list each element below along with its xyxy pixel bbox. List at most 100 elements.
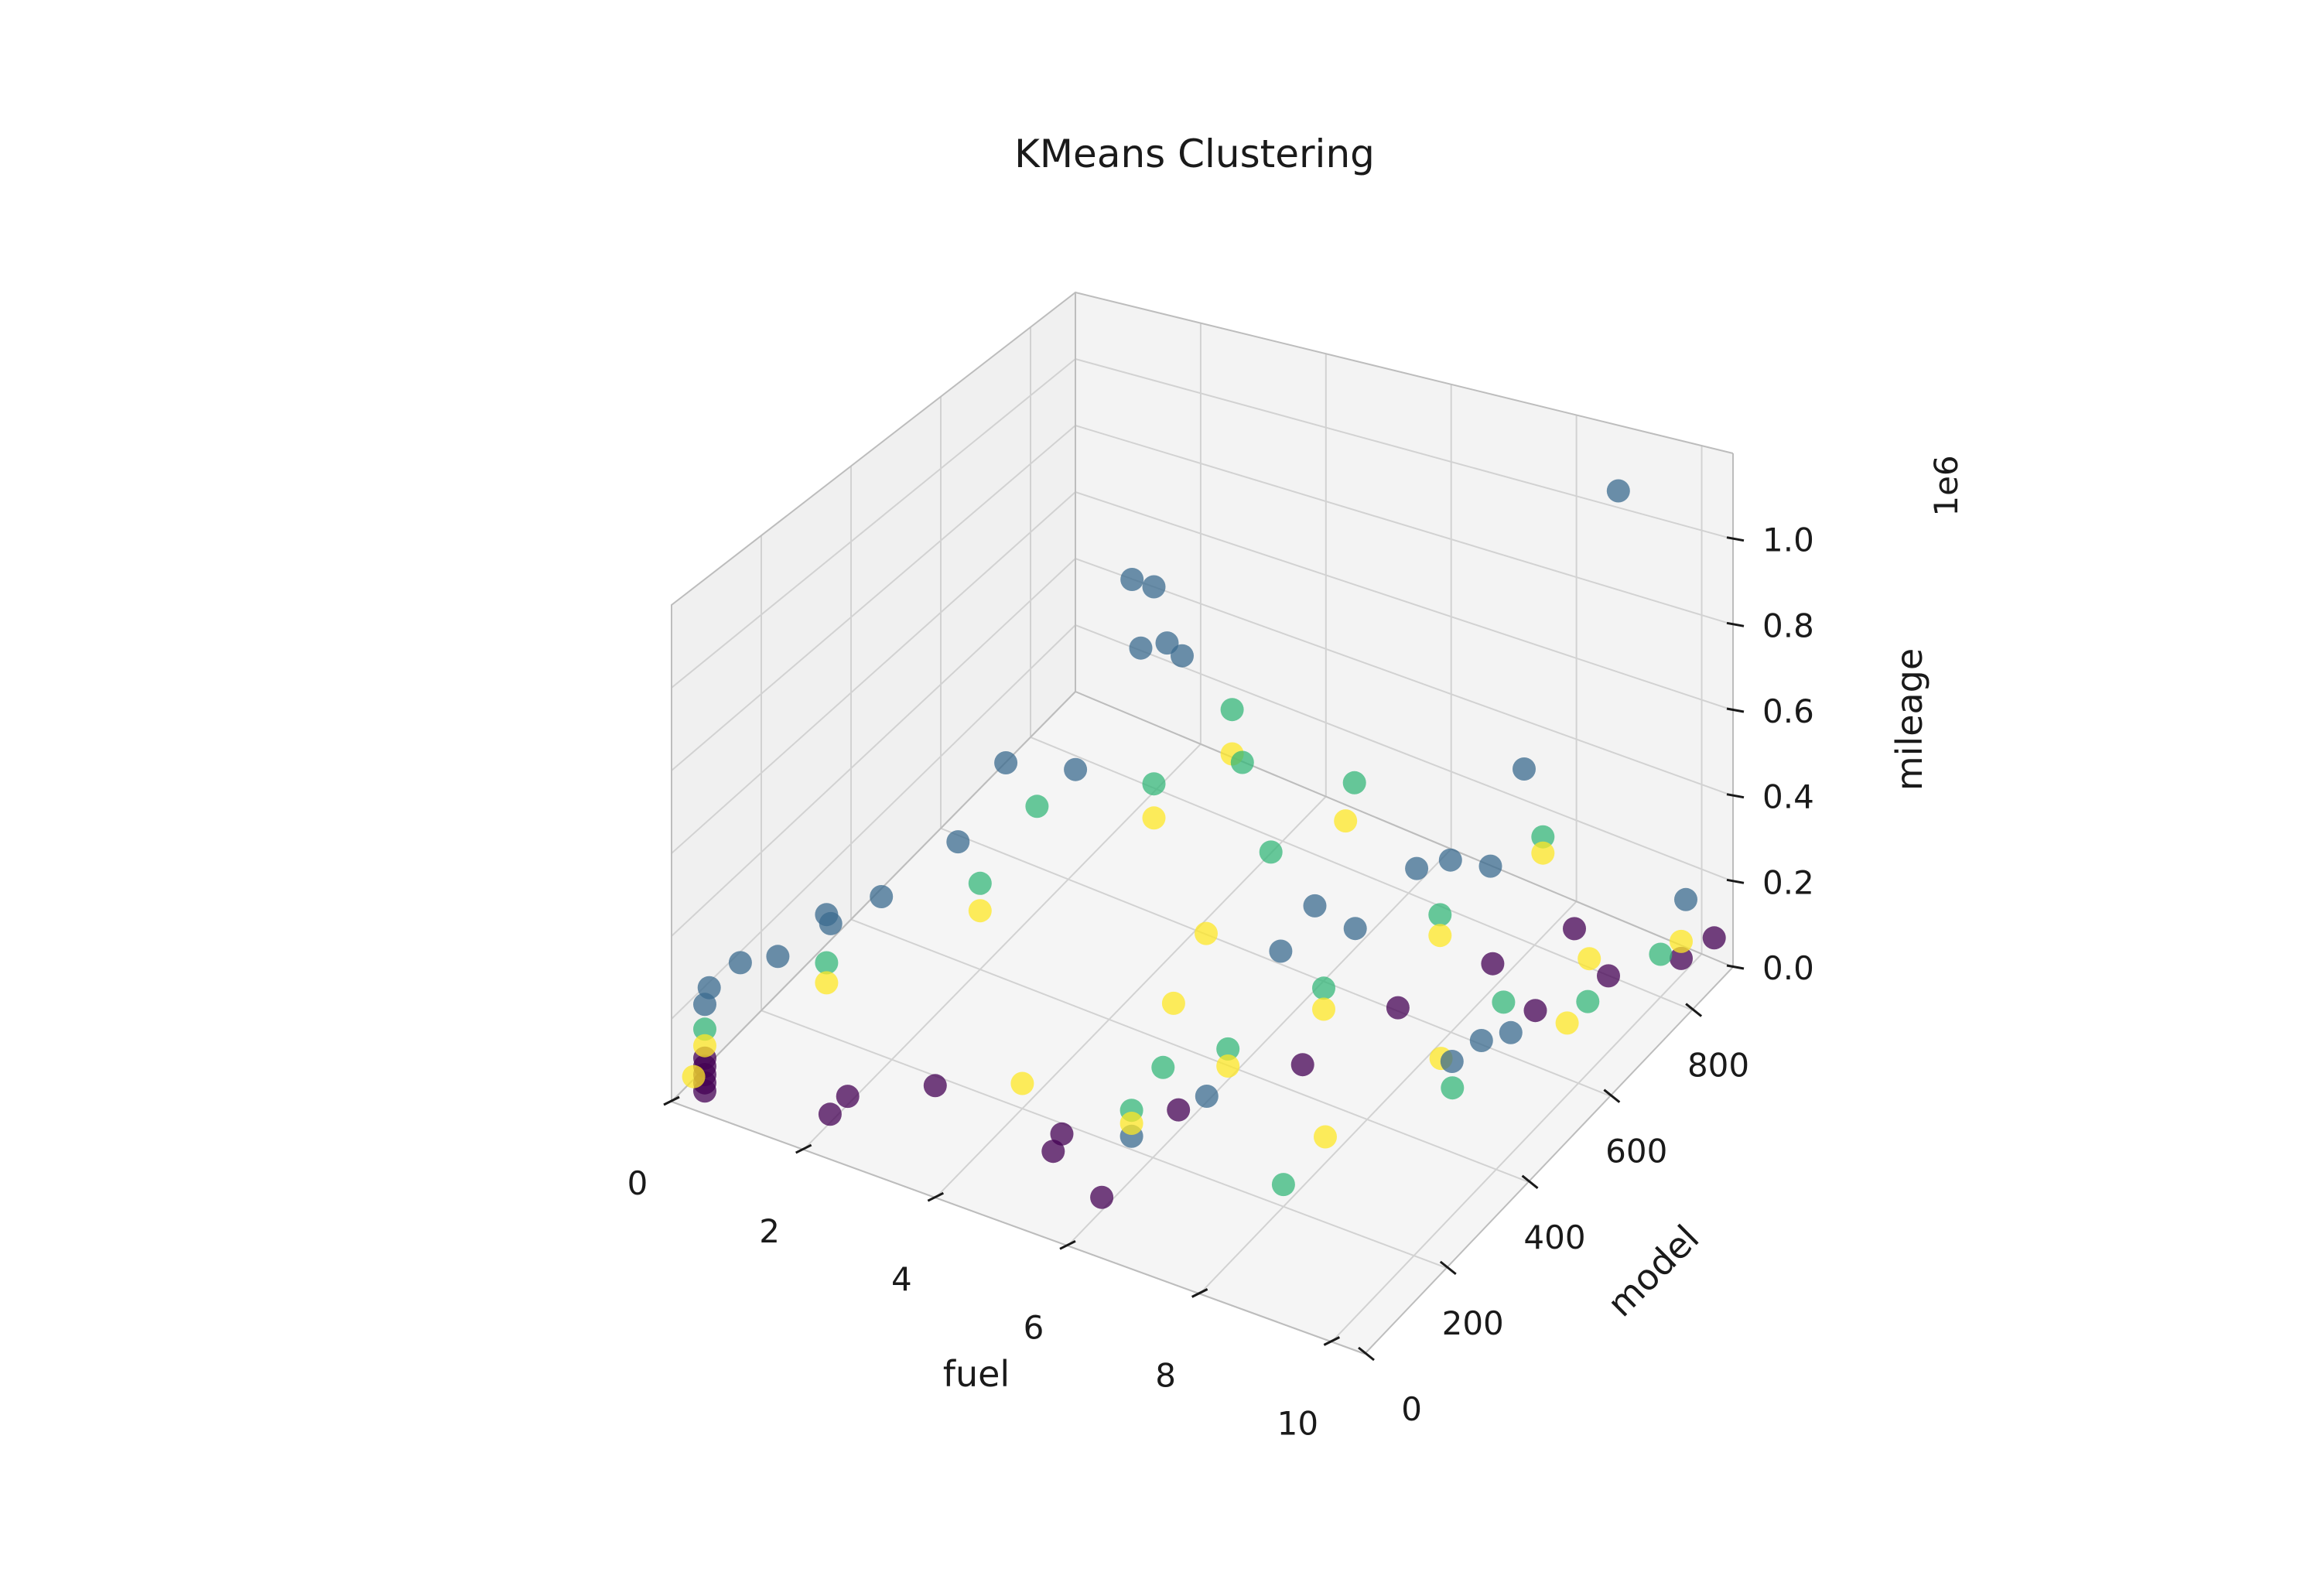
x-tick	[1323, 1336, 1341, 1346]
data-point	[1216, 1054, 1240, 1078]
data-point	[1195, 921, 1218, 945]
data-point	[1578, 947, 1601, 971]
data-point	[1230, 750, 1254, 774]
data-point	[1025, 795, 1049, 819]
data-point	[1119, 1112, 1143, 1135]
y-tick	[1685, 1003, 1703, 1017]
data-point	[1563, 917, 1586, 941]
data-point	[1492, 990, 1516, 1014]
data-point	[1481, 952, 1505, 976]
data-point	[1271, 1173, 1295, 1197]
y-tick-label: 200	[1442, 1304, 1504, 1342]
data-point	[766, 945, 790, 969]
y-tick-label: 800	[1687, 1047, 1749, 1085]
data-point	[1670, 929, 1693, 953]
grid-line	[671, 358, 1076, 689]
data-point	[818, 1102, 842, 1126]
data-point	[968, 871, 992, 895]
data-point	[1649, 942, 1673, 966]
grid-line	[1075, 425, 1734, 626]
data-point	[1129, 636, 1153, 660]
chart-title: KMeans Clustering	[1014, 132, 1375, 176]
data-point	[1312, 997, 1335, 1021]
z-tick	[1726, 621, 1745, 627]
data-point	[1441, 1076, 1465, 1100]
grid-line	[1331, 953, 1703, 1343]
z-tick	[1726, 793, 1745, 799]
data-point	[994, 751, 1018, 774]
data-point	[1670, 946, 1693, 970]
grid-line	[1075, 358, 1734, 540]
z-tick-label: 0.6	[1762, 692, 1814, 730]
grid-line	[940, 827, 1611, 1097]
data-point	[682, 1065, 706, 1088]
data-point	[1142, 772, 1166, 796]
data-point	[1702, 926, 1726, 950]
data-point	[1090, 1185, 1114, 1209]
axes-panes	[672, 292, 1733, 1354]
x-axis-label: fuel	[943, 1353, 1010, 1395]
grid-line	[935, 795, 1327, 1198]
x-tick	[1059, 1239, 1076, 1250]
data-point	[946, 830, 970, 854]
x-tick-label: 0	[627, 1164, 648, 1202]
tick-marks	[663, 536, 1745, 1362]
data-point	[1405, 856, 1429, 880]
z-tick	[1726, 964, 1745, 970]
y-axis-line	[1364, 966, 1734, 1355]
data-point	[1171, 644, 1194, 668]
grid-line	[850, 918, 1529, 1183]
data-point	[1312, 976, 1335, 1000]
data-point	[1438, 848, 1462, 872]
data-point	[1041, 1140, 1065, 1164]
data-point	[1142, 806, 1166, 830]
data-point	[815, 951, 839, 975]
data-point	[1576, 989, 1600, 1013]
tick-labels: 0 2 4 6 8 10 0 200 400 600 800 0.0 0.2 0.4 0.6 0.8 1.0	[627, 521, 1814, 1443]
data-point	[1050, 1122, 1074, 1146]
data-point	[1531, 825, 1555, 849]
x-tick	[1191, 1288, 1208, 1298]
z-tick-label: 0.2	[1762, 863, 1814, 901]
data-point	[968, 899, 992, 923]
x-tick-label: 8	[1155, 1356, 1176, 1394]
z-tick-label: 0.0	[1762, 949, 1814, 987]
data-point	[1290, 1053, 1314, 1077]
data-point	[1220, 698, 1244, 722]
z-tick-label: 0.4	[1762, 778, 1814, 816]
floor-pane	[672, 692, 1733, 1354]
grid-line	[1075, 624, 1734, 883]
y-tick	[1521, 1174, 1539, 1189]
grid-line	[761, 1010, 1448, 1269]
data-point	[1343, 917, 1367, 941]
data-point	[693, 1034, 716, 1058]
wall-edge	[671, 291, 1734, 1102]
x-tick-label: 4	[891, 1260, 912, 1298]
z-tick	[1726, 536, 1745, 542]
y-tick-label: 0	[1401, 1390, 1422, 1428]
x-tick	[795, 1143, 812, 1154]
data-point	[1142, 575, 1166, 599]
left-wall-pane	[672, 292, 1075, 1102]
data-point	[1597, 964, 1620, 988]
grid-line	[1075, 558, 1734, 797]
data-point	[693, 1017, 716, 1041]
y-tick	[1439, 1260, 1457, 1276]
data-point	[1531, 841, 1555, 865]
grid-line	[802, 743, 1202, 1150]
data-point	[1195, 1085, 1219, 1108]
data-point	[815, 971, 839, 995]
data-point	[923, 1074, 947, 1098]
data-point	[1428, 924, 1452, 948]
y-tick	[1603, 1088, 1621, 1103]
y-tick-label: 400	[1523, 1218, 1585, 1256]
scatter-points	[682, 479, 1726, 1209]
x-tick	[663, 1095, 680, 1106]
grid-line	[671, 558, 1076, 937]
data-point	[1010, 1071, 1034, 1095]
data-point	[819, 911, 843, 935]
x-tick-label: 6	[1024, 1308, 1044, 1346]
grid-line	[1075, 491, 1734, 711]
x-tick-label: 2	[759, 1212, 780, 1250]
data-point	[1334, 809, 1358, 833]
